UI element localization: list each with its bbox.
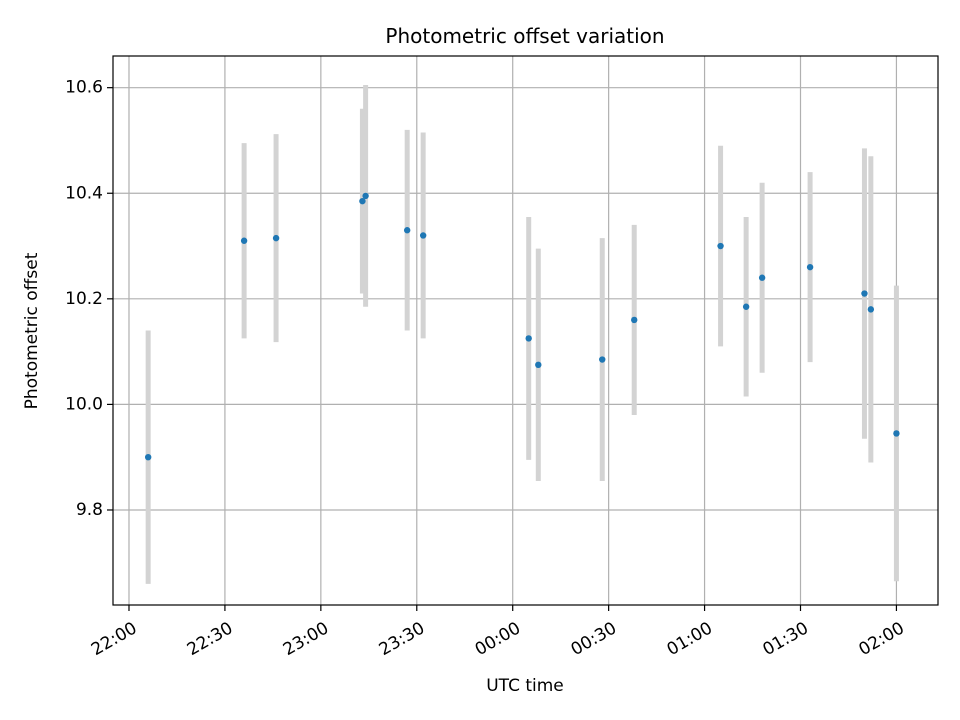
data-point	[240, 237, 248, 244]
y-tick-label: 10.4	[65, 183, 103, 203]
data-point	[758, 274, 766, 281]
data-point	[535, 361, 542, 369]
y-tick-label: 10.6	[65, 78, 103, 98]
grid	[113, 56, 938, 605]
y-axis-label: Photometric offset	[22, 252, 42, 409]
data-point	[599, 356, 606, 363]
x-axis-label: UTC time	[486, 676, 564, 696]
data-point	[867, 306, 875, 313]
data-point	[272, 234, 280, 242]
data-point	[403, 227, 411, 234]
y-tick-label: 10.2	[65, 289, 103, 309]
chart-title: Photometric offset variation	[385, 24, 664, 48]
data-point	[631, 316, 638, 324]
data-point	[742, 303, 750, 310]
data-point	[717, 242, 724, 250]
data-point	[359, 197, 366, 205]
y-tick-label: 10.0	[65, 394, 103, 414]
data-point	[144, 453, 152, 461]
y-axis-ticks: 9.8 10.0 10.2 10.4 10.6	[65, 78, 113, 520]
plot-frame	[112, 55, 939, 606]
data-point	[861, 290, 868, 297]
y-tick-label: 9.8	[76, 500, 103, 520]
data-point	[893, 430, 900, 437]
data-point	[419, 232, 427, 239]
data-points	[144, 192, 900, 461]
data-point	[525, 335, 532, 342]
data-point	[806, 263, 814, 271]
data-point	[362, 192, 369, 200]
